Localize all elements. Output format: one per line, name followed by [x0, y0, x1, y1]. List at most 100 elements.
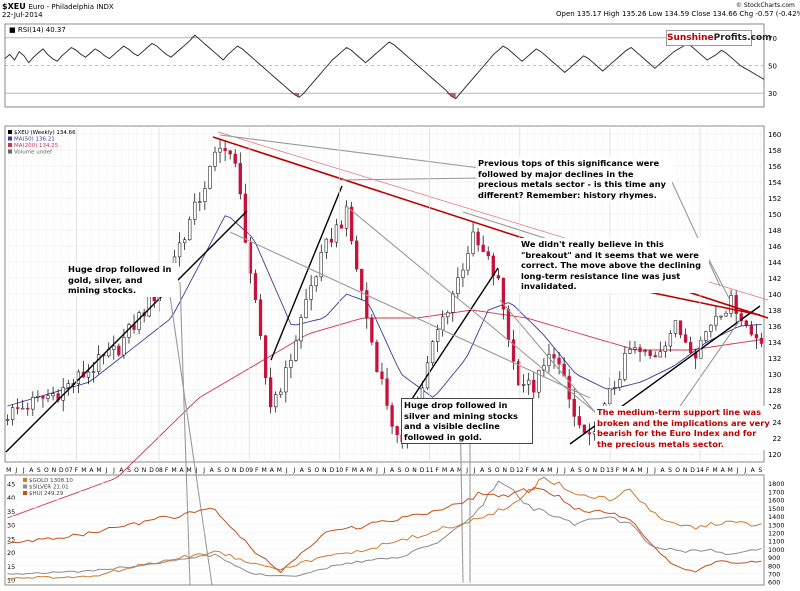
price-tick-label: 126: [768, 403, 782, 411]
candle-body: [26, 407, 30, 410]
x-tick-label: O: [224, 467, 229, 474]
candle-body: [754, 334, 759, 339]
x-tick-label: A: [660, 467, 665, 474]
metals-right-tick: 600: [768, 579, 780, 587]
candle-body: [552, 354, 556, 359]
price-tick-label: 146: [768, 243, 782, 251]
candle-body: [243, 193, 247, 243]
x-tick-label: 10: [336, 467, 344, 474]
candle-body: [395, 426, 399, 435]
candle-body: [476, 231, 480, 246]
x-tick-label: S: [758, 467, 762, 474]
x-tick-label: D: [690, 467, 695, 474]
candle-body: [299, 317, 303, 342]
rsi-extreme-shade: [190, 35, 195, 38]
candle-body: [557, 357, 561, 365]
x-tick-label: A: [89, 467, 94, 474]
metals-left-tick: 40: [7, 494, 15, 502]
support-line-2009: [270, 185, 343, 361]
ohlc-readout: Open 135.17 High 135.26 Low 134.59 Close…: [556, 10, 800, 18]
candle-body: [233, 153, 237, 164]
x-tick-label: M: [262, 467, 267, 474]
candle-body: [441, 316, 445, 330]
candle-body: [486, 251, 490, 257]
price-tick-label: 150: [768, 211, 781, 219]
candle-body: [466, 253, 470, 271]
x-tick-label: M: [532, 467, 537, 474]
x-tick-label: 13: [606, 467, 614, 474]
candle-body: [324, 238, 328, 253]
candle-body: [228, 150, 232, 155]
pointer-gold-2008b: [179, 281, 191, 586]
candle-body: [446, 312, 450, 318]
x-tick-label: F: [706, 467, 710, 474]
candle-body: [461, 269, 465, 278]
x-tick-label: 11: [426, 467, 434, 474]
x-tick-label: D: [510, 467, 515, 474]
x-tick-label: J: [473, 467, 476, 474]
candle-body: [613, 387, 617, 389]
candle-body: [506, 308, 511, 340]
candle-body: [744, 320, 748, 326]
candle-body: [385, 378, 389, 406]
candle-body: [223, 148, 227, 152]
candle-body: [623, 353, 627, 380]
x-tick-label: N: [593, 467, 598, 474]
metals-series-line: [7, 487, 762, 574]
ma200-line: [7, 309, 762, 519]
x-tick-label: N: [322, 467, 327, 474]
candle-body: [10, 407, 15, 420]
x-tick-label: M: [547, 467, 552, 474]
x-tick-label: M: [171, 467, 176, 474]
rsi-tick-label: 30: [768, 90, 777, 98]
candle-body: [481, 244, 485, 252]
candle-body: [284, 367, 288, 393]
metals-series-line: [7, 480, 762, 577]
price-tick-label: 156: [768, 163, 782, 171]
x-tick-label: O: [675, 467, 680, 474]
x-tick-label: F: [435, 467, 439, 474]
candle-body: [673, 320, 678, 334]
metals-left-tick: 45: [7, 480, 15, 488]
x-tick-label: J: [736, 467, 739, 474]
candle-body: [430, 341, 435, 364]
x-tick-label: N: [683, 467, 688, 474]
x-tick-label: 14: [696, 467, 704, 474]
price-legend-label: MA(50) 136.21: [14, 137, 55, 143]
candle-body: [137, 312, 141, 330]
x-tick-label: M: [187, 467, 192, 474]
candle-body: [208, 166, 212, 189]
x-tick-label: S: [398, 467, 402, 474]
candle-body: [658, 351, 662, 358]
price-legend-swatch: [8, 136, 12, 141]
x-tick-label: A: [300, 467, 305, 474]
x-tick-label: S: [307, 467, 311, 474]
candle-body: [122, 337, 126, 356]
x-tick-label: S: [37, 467, 41, 474]
candle-body: [188, 219, 192, 241]
candle-body: [522, 384, 526, 386]
candle-body: [203, 188, 207, 202]
metals-right-tick: 1700: [768, 488, 785, 496]
x-tick-label: A: [180, 467, 185, 474]
candle-body: [532, 379, 536, 393]
candle-body: [456, 277, 460, 294]
metals-legend-swatch: [23, 491, 27, 495]
candle-body: [749, 324, 754, 335]
x-tick-label: A: [119, 467, 124, 474]
candle-body: [471, 231, 475, 254]
candle-body: [496, 275, 501, 279]
metals-legend-label: $GOLD 1308.10: [29, 478, 73, 484]
x-tick-label: A: [540, 467, 545, 474]
pointer-support-2007: [229, 231, 591, 399]
pointer-support-2011: [499, 299, 601, 419]
candle-body: [719, 315, 723, 318]
candle-body: [668, 333, 673, 347]
candle-body: [329, 238, 334, 243]
candle-body: [213, 151, 217, 167]
x-tick-label: A: [480, 467, 485, 474]
brand-logo: SunshineProfits.com: [666, 30, 772, 46]
annotation-breakout: We didn't really believe in this "breako…: [519, 238, 709, 293]
x-tick-label: N: [232, 467, 237, 474]
